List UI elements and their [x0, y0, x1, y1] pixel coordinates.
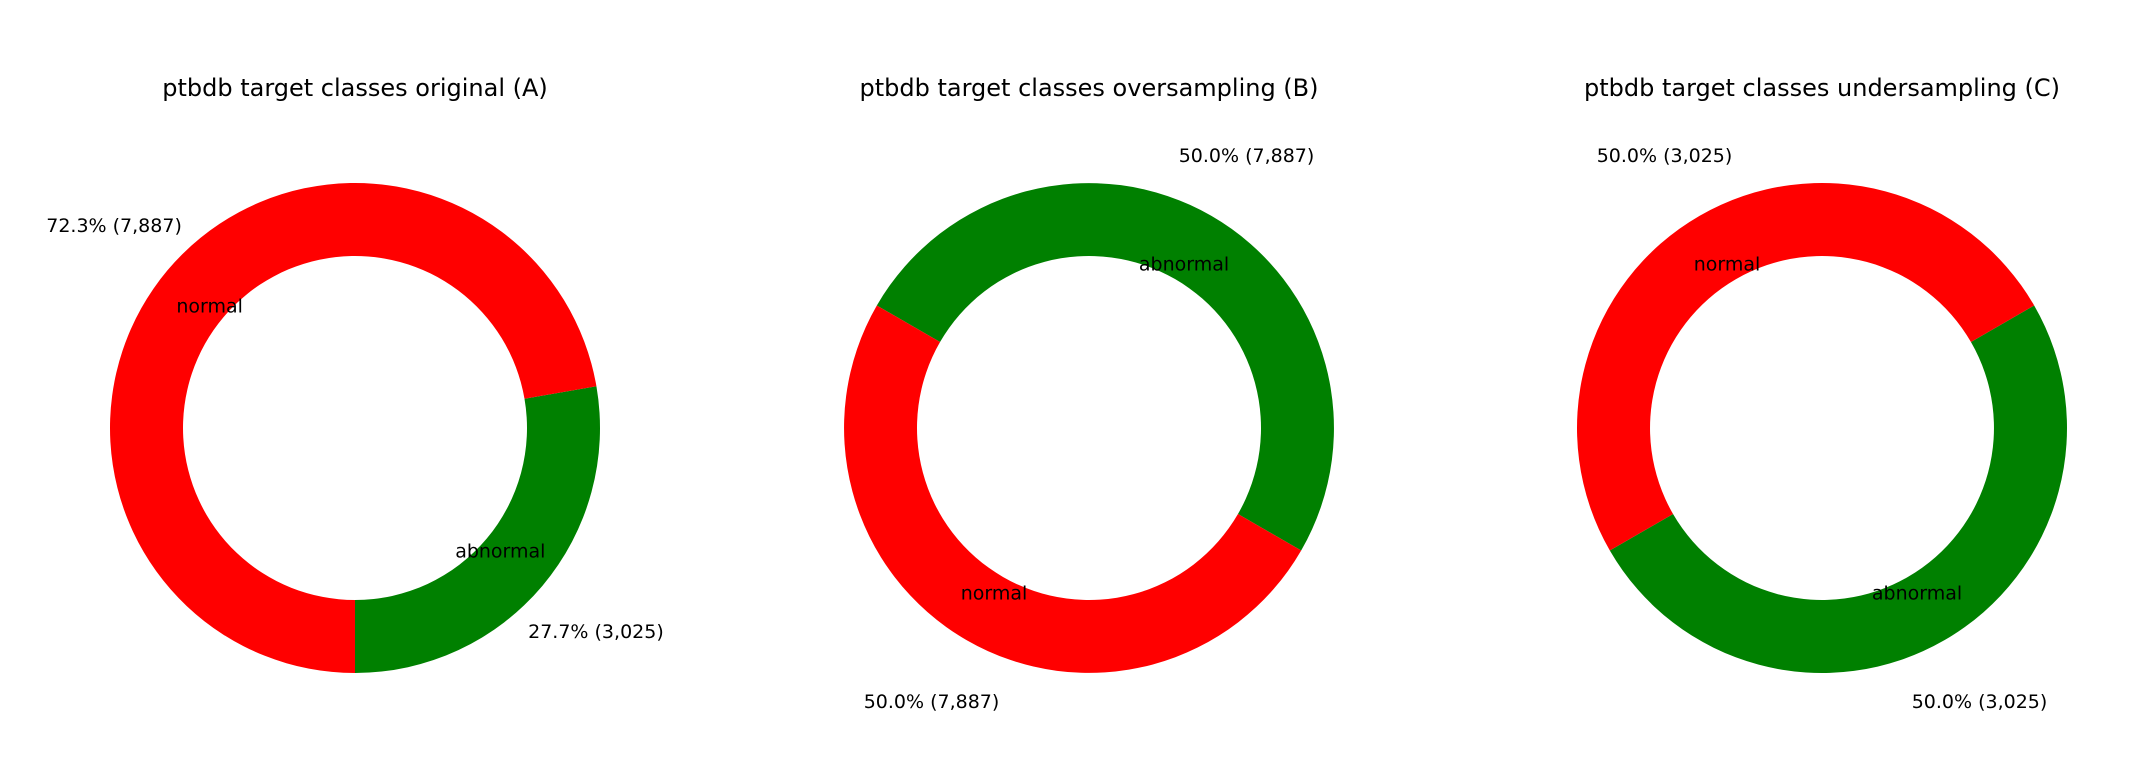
- donut-chart-2: ptbdb target classes undersampling (C) ab…: [1576, 74, 2067, 713]
- slice-label: abnormal: [1872, 583, 1962, 605]
- donut-chart-0: ptbdb target classes original (A) abnorma…: [46, 74, 664, 674]
- percent-label: 50.0% (7,887): [1179, 145, 1315, 167]
- donut-chart-1: ptbdb target classes oversampling (B) abn…: [844, 74, 1334, 713]
- chart-title: ptbdb target classes original (A): [162, 74, 548, 102]
- slice-abnormal: [876, 183, 1334, 551]
- slice-label: normal: [176, 296, 243, 318]
- percent-label: 72.3% (7,887): [46, 215, 182, 237]
- slice-label: normal: [1694, 253, 1761, 275]
- slice-abnormal: [355, 386, 600, 673]
- percent-label: 50.0% (3,025): [1597, 145, 1733, 167]
- slice-normal: [109, 182, 597, 674]
- percent-label: 50.0% (7,887): [864, 691, 1000, 713]
- chart-title: ptbdb target classes undersampling (C): [1584, 74, 2060, 102]
- slice-normal: [1576, 182, 2035, 551]
- slice-label: normal: [961, 583, 1028, 605]
- slice-abnormal: [1609, 305, 2067, 673]
- percent-label: 27.7% (3,025): [528, 621, 664, 643]
- slice-label: abnormal: [1139, 253, 1229, 275]
- chart-title: ptbdb target classes oversampling (B): [860, 74, 1319, 102]
- slice-normal: [844, 305, 1302, 673]
- slice-label: abnormal: [455, 540, 545, 562]
- percent-label: 50.0% (3,025): [1912, 691, 2048, 713]
